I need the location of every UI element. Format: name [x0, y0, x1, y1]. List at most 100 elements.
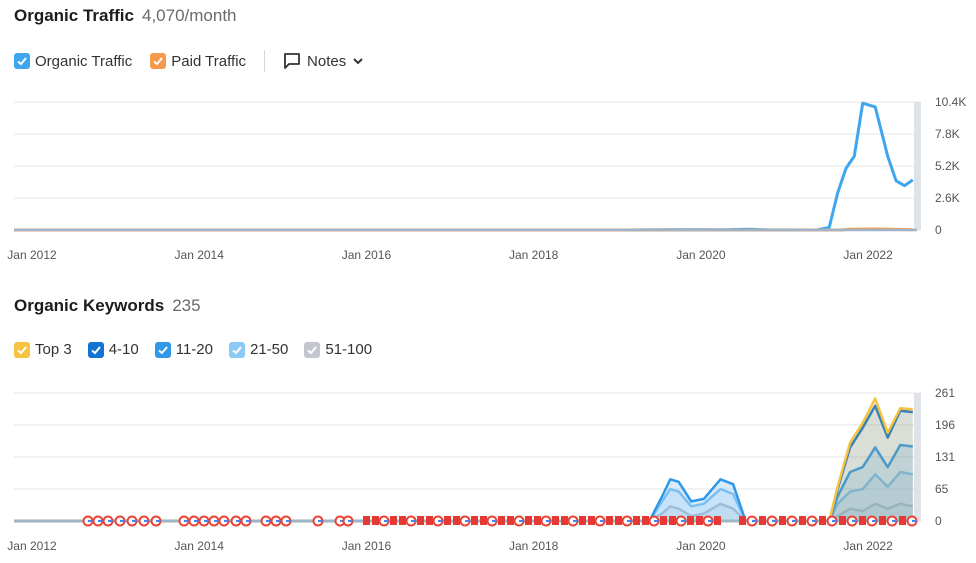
google-update-icon[interactable]	[567, 515, 579, 527]
google-update-icon[interactable]	[459, 515, 471, 527]
flag-icon[interactable]	[579, 516, 586, 525]
google-update-icon[interactable]	[675, 515, 687, 527]
legend-51-100[interactable]: 51-100	[304, 341, 372, 358]
google-update-icon[interactable]	[405, 515, 417, 527]
google-update-icon[interactable]	[280, 515, 292, 527]
flag-icon[interactable]	[588, 516, 595, 525]
google-update-icon[interactable]	[82, 515, 94, 527]
legend-paid-traffic[interactable]: Paid Traffic	[150, 53, 246, 70]
checkbox-icon[interactable]	[229, 341, 245, 358]
flag-icon[interactable]	[399, 516, 406, 525]
flag-icon[interactable]	[426, 516, 433, 525]
flag-icon[interactable]	[390, 516, 397, 525]
google-update-icon[interactable]	[886, 515, 898, 527]
google-update-icon[interactable]	[188, 515, 200, 527]
checkbox-icon[interactable]	[14, 53, 30, 69]
google-update-icon[interactable]	[270, 515, 282, 527]
google-update-icon[interactable]	[218, 515, 230, 527]
legend-11-20[interactable]: 11-20	[154, 341, 213, 358]
flag-icon[interactable]	[606, 516, 613, 525]
flag-icon[interactable]	[660, 516, 667, 525]
flag-icon[interactable]	[839, 516, 846, 525]
google-update-icon[interactable]	[746, 515, 758, 527]
range-handle[interactable]	[914, 393, 921, 521]
series-area	[14, 405, 913, 521]
google-update-icon[interactable]	[648, 515, 660, 527]
keywords-legend: Top 3 4-10 11-20 21-50 51-100	[14, 341, 372, 358]
google-update-icon[interactable]	[513, 515, 525, 527]
flag-icon[interactable]	[633, 516, 640, 525]
google-update-icon[interactable]	[906, 515, 918, 527]
range-handle[interactable]	[914, 102, 921, 230]
flag-icon[interactable]	[372, 516, 379, 525]
flag-icon[interactable]	[363, 516, 370, 525]
flag-icon[interactable]	[669, 516, 676, 525]
flag-icon[interactable]	[615, 516, 622, 525]
google-update-icon[interactable]	[378, 515, 390, 527]
legend-4-10[interactable]: 4-10	[87, 341, 139, 358]
google-update-icon[interactable]	[432, 515, 444, 527]
google-update-icon[interactable]	[138, 515, 150, 527]
checkbox-icon[interactable]	[154, 341, 171, 358]
notes-dropdown[interactable]: Notes	[283, 52, 364, 70]
flag-icon[interactable]	[561, 516, 568, 525]
google-update-icon[interactable]	[866, 515, 878, 527]
flag-icon[interactable]	[819, 516, 826, 525]
google-update-icon[interactable]	[312, 515, 324, 527]
flag-icon[interactable]	[480, 516, 487, 525]
flag-icon[interactable]	[417, 516, 424, 525]
legend-21-50[interactable]: 21-50	[229, 341, 288, 358]
flag-icon[interactable]	[739, 516, 746, 525]
google-update-icon[interactable]	[198, 515, 210, 527]
google-update-icon[interactable]	[702, 515, 714, 527]
flag-icon[interactable]	[642, 516, 649, 525]
flag-icon[interactable]	[714, 516, 721, 525]
google-update-icon[interactable]	[486, 515, 498, 527]
google-update-icon[interactable]	[594, 515, 606, 527]
flag-icon[interactable]	[507, 516, 514, 525]
checkbox-icon[interactable]	[87, 341, 104, 358]
google-update-icon[interactable]	[208, 515, 220, 527]
google-update-icon[interactable]	[230, 515, 242, 527]
google-update-icon[interactable]	[92, 515, 104, 527]
google-update-icon[interactable]	[114, 515, 126, 527]
google-update-icon[interactable]	[150, 515, 162, 527]
google-update-icon[interactable]	[260, 515, 272, 527]
flag-icon[interactable]	[444, 516, 451, 525]
legend-organic-traffic[interactable]: Organic Traffic	[14, 53, 132, 70]
flag-icon[interactable]	[779, 516, 786, 525]
google-update-icon[interactable]	[540, 515, 552, 527]
google-update-icon[interactable]	[806, 515, 818, 527]
google-update-icon[interactable]	[342, 515, 354, 527]
flag-icon[interactable]	[453, 516, 460, 525]
google-update-icon[interactable]	[786, 515, 798, 527]
legend-label: Organic Traffic	[35, 52, 133, 70]
legend-top3[interactable]: Top 3	[14, 341, 72, 358]
flag-icon[interactable]	[899, 516, 906, 525]
flag-icon[interactable]	[879, 516, 886, 525]
google-update-icon[interactable]	[178, 515, 190, 527]
flag-icon[interactable]	[696, 516, 703, 525]
google-update-icon[interactable]	[621, 515, 633, 527]
flag-icon[interactable]	[498, 516, 505, 525]
google-update-icon[interactable]	[846, 515, 858, 527]
google-update-icon[interactable]	[826, 515, 838, 527]
google-update-icon[interactable]	[240, 515, 252, 527]
google-update-icon[interactable]	[766, 515, 778, 527]
flag-icon[interactable]	[799, 516, 806, 525]
checkbox-icon[interactable]	[150, 53, 167, 69]
flag-icon[interactable]	[471, 516, 478, 525]
flag-icon[interactable]	[687, 516, 694, 525]
flag-icon[interactable]	[859, 516, 866, 525]
flag-icon[interactable]	[759, 516, 766, 525]
organic-traffic-chart[interactable]: 10.4K 7.8K 5.2K 2.6K 0 Jan 2012 Jan 2014 Jan 20…	[0, 0, 976, 280]
checkbox-icon[interactable]	[14, 341, 30, 358]
google-update-icon[interactable]	[126, 515, 138, 527]
google-update-icon[interactable]	[102, 515, 114, 527]
series-area	[14, 398, 913, 521]
flag-icon[interactable]	[525, 516, 532, 525]
checkbox-icon[interactable]	[304, 341, 321, 358]
flag-icon[interactable]	[534, 516, 541, 525]
flag-icon[interactable]	[552, 516, 559, 525]
